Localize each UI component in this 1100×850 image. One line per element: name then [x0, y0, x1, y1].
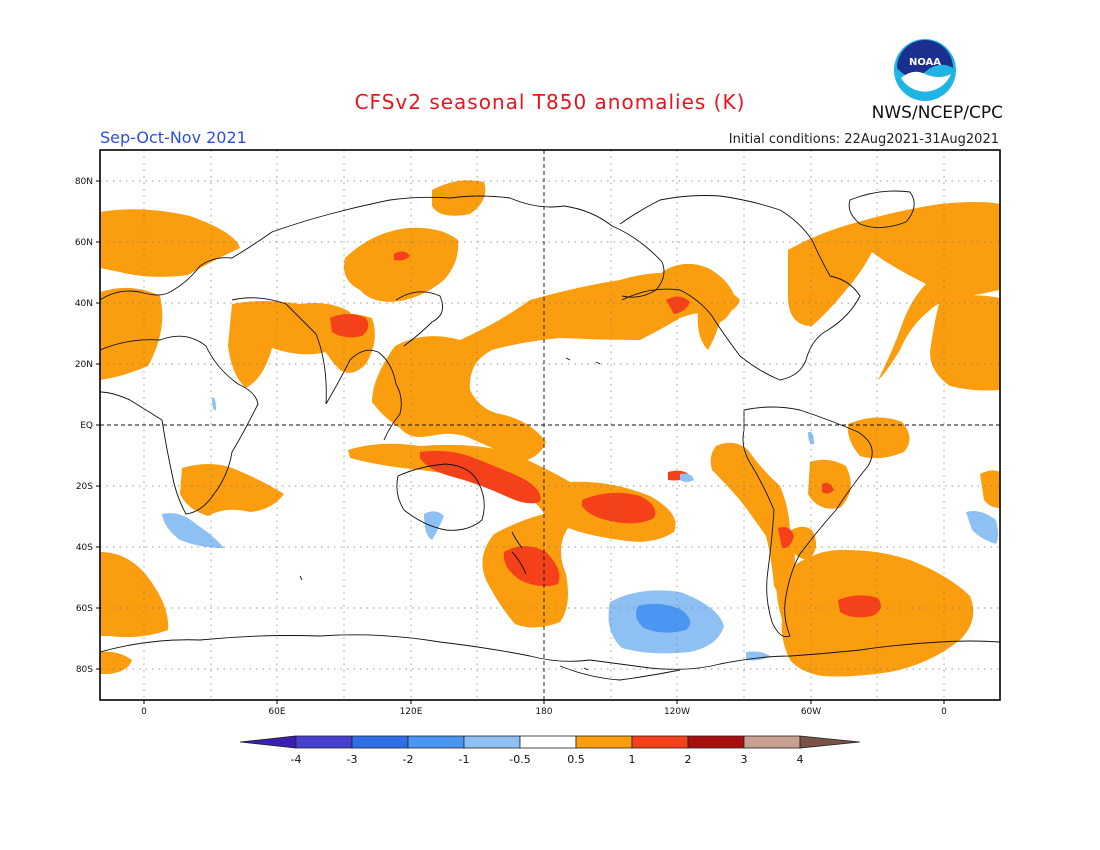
lon-label-0-east: 0	[941, 707, 947, 717]
colorbar-swatch-neg1-neg05	[463, 735, 521, 749]
colorbar-swatch-lt-4	[239, 735, 297, 749]
colorbar-label: 0.5	[567, 753, 585, 766]
colorbar-label: -4	[291, 753, 302, 766]
colorbar-swatch-1-2	[631, 735, 689, 749]
lat-label-40s: 40S	[76, 543, 93, 553]
lon-label-120w: 120W	[664, 707, 690, 717]
lat-label-80n: 80N	[75, 177, 93, 187]
lon-label-120e: 120E	[400, 707, 423, 717]
colorbar-swatch-3-4	[743, 735, 801, 749]
colorbar-label: -2	[403, 753, 414, 766]
colorbar-swatch-neg2-neg1	[407, 735, 465, 749]
lon-label-60w: 60W	[801, 707, 821, 717]
colorbar-swatch-05-1	[575, 735, 633, 749]
graticule	[100, 150, 1000, 700]
colorbar-label: 4	[797, 753, 804, 766]
lat-label-60n: 60N	[75, 238, 93, 248]
noaa-logo: NOAA	[894, 39, 956, 101]
initial-conditions-label: Initial conditions: 22Aug2021-31Aug2021	[728, 132, 999, 147]
lat-label-20s: 20S	[76, 482, 93, 492]
colorbar-swatch-neutral	[519, 735, 577, 749]
noaa-logo-text: NOAA	[909, 57, 941, 68]
lat-label-60s: 60S	[76, 604, 93, 614]
lon-label-60e: 60E	[268, 707, 285, 717]
coastlines	[100, 190, 1000, 681]
colorbar-label: 2	[685, 753, 692, 766]
map-title: CFSv2 seasonal T850 anomalies (K)	[354, 90, 746, 114]
lat-label-80s: 80S	[76, 665, 93, 675]
axis-ticks	[96, 180, 945, 704]
anomaly-fields	[100, 180, 1000, 677]
colorbar-label: 3	[741, 753, 748, 766]
lon-label-180: 180	[535, 707, 552, 717]
lat-label-40n: 40N	[75, 299, 93, 309]
colorbar-label: -3	[347, 753, 358, 766]
lon-label-0: 0	[141, 707, 147, 717]
colorbar-label: 1	[629, 753, 636, 766]
colorbar-swatch-neg3-neg2	[351, 735, 409, 749]
colorbar-swatch-neg4-neg3	[295, 735, 353, 749]
colorbar-label: -0.5	[509, 753, 530, 766]
agency-label: NWS/NCEP/CPC	[871, 103, 1003, 123]
lat-label-eq: EQ	[80, 421, 93, 431]
colorbar-swatch-gt-4	[799, 735, 861, 749]
season-label: Sep-Oct-Nov 2021	[100, 128, 247, 147]
colorbar-swatch-2-3	[687, 735, 745, 749]
colorbar	[239, 735, 861, 749]
lat-label-20n: 20N	[75, 360, 93, 370]
colorbar-label: -1	[459, 753, 470, 766]
